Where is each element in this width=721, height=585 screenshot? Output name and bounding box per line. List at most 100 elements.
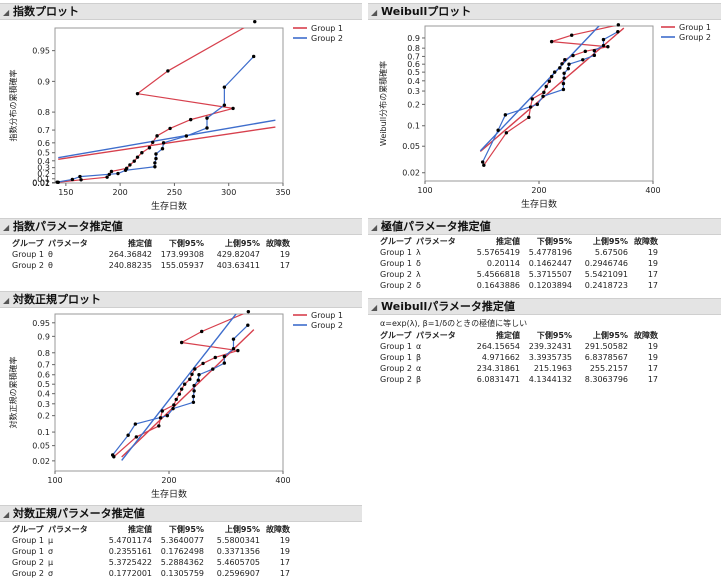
x-tick-label: 250 (167, 188, 182, 197)
y-axis-title: 対数正規の累積確率 (8, 357, 18, 429)
data-point (616, 30, 620, 34)
table-cell: 0.1305759 (160, 569, 204, 578)
data-point (160, 147, 165, 151)
disclosure-triangle-icon[interactable]: ◢ (3, 223, 10, 232)
column-header: 推定値 (128, 525, 152, 534)
table-cell: 0.2418723 (584, 281, 628, 290)
data-point (132, 159, 136, 163)
lognorm-plot-header[interactable]: ◢ 対数正規プロット (0, 291, 362, 308)
table-cell: 429.82047 (216, 250, 260, 259)
table-cell: 17 (647, 270, 658, 279)
table-cell: 17 (647, 281, 658, 290)
disclosure-triangle-icon[interactable]: ◢ (371, 223, 378, 232)
weibull-params-header[interactable]: ◢ Weibullパラメータ推定値 (368, 298, 721, 315)
table-cell: 17 (279, 558, 290, 567)
disclosure-triangle-icon[interactable]: ◢ (3, 8, 10, 17)
column-header: パラメータ (416, 237, 456, 246)
data-point (161, 141, 166, 145)
table-row: Group 2 δ 0.1643886 0.1203894 0.2418723 17 (378, 280, 660, 291)
data-point (222, 103, 227, 107)
extreme-params-header[interactable]: ◢ 極値パラメータ推定値 (368, 218, 721, 235)
legend-item-group2[interactable]: Group 2 (661, 33, 711, 42)
data-point (189, 117, 193, 122)
data-point (606, 45, 610, 49)
data-point (561, 87, 566, 92)
column-header: 推定値 (128, 239, 152, 248)
table-cell: 403.63411 (216, 261, 260, 270)
legend-item-group1[interactable]: Group 1 (661, 23, 711, 32)
data-point (205, 126, 209, 130)
y-tick-label: 0.8 (37, 108, 50, 117)
x-tick-label: 200 (531, 186, 546, 195)
table-cell: λ (416, 270, 421, 279)
data-point (567, 62, 571, 66)
table-cell: 8.3063796 (584, 375, 628, 384)
data-point (134, 435, 139, 439)
column-header: 上側95% (224, 525, 260, 534)
x-tick-label: 100 (47, 476, 62, 485)
data-point (503, 113, 508, 117)
table-cell: 5.4701174 (108, 536, 152, 545)
disclosure-triangle-icon[interactable]: ◢ (371, 8, 378, 17)
table-cell: 5.2884362 (160, 558, 204, 567)
data-point (190, 372, 194, 376)
y-tick-label: 0.4 (407, 77, 420, 86)
exp-plot-header[interactable]: ◢ 指数プロット (0, 3, 362, 20)
disclosure-triangle-icon[interactable]: ◢ (3, 296, 10, 305)
table-cell: 0.2355161 (108, 547, 152, 556)
weibull-note: α=exp(λ), β=1/δのときの極値に等しい (380, 319, 528, 328)
legend-item-group2[interactable]: Group 2 (293, 34, 343, 43)
data-point (541, 94, 545, 98)
table-cell: 255.2157 (589, 364, 628, 373)
y-tick-label: 0.3 (37, 164, 50, 173)
table-cell: 5.67506 (594, 248, 628, 257)
data-point (192, 383, 196, 388)
table-cell: 6.0831471 (476, 375, 520, 384)
disclosure-triangle-icon[interactable]: ◢ (3, 510, 10, 519)
data-point (107, 172, 111, 177)
legend-item-group1[interactable]: Group 1 (293, 24, 343, 33)
data-point (570, 33, 574, 37)
disclosure-triangle-icon[interactable]: ◢ (371, 303, 378, 312)
fit-line (121, 314, 237, 461)
column-header: パラメータ (48, 525, 88, 534)
y-tick-label: 0.5 (37, 149, 50, 158)
lognorm-params-header[interactable]: ◢ 対数正規パラメータ推定値 (0, 505, 362, 522)
x-tick-label: 200 (161, 476, 176, 485)
weibull-params-table: グループ パラメータ 推定値 下側95% 上側95% 故障数 Group 1 α 264.156… (378, 330, 660, 385)
legend-item-group1[interactable]: Group 1 (293, 311, 343, 320)
data-point (211, 367, 215, 371)
table-cell: δ (416, 259, 421, 268)
legend-label: Group 2 (311, 321, 343, 330)
data-point (174, 397, 178, 402)
table-cell: α (416, 342, 422, 351)
exp-params-header[interactable]: ◢ 指数パラメータ推定値 (0, 218, 362, 235)
data-point (172, 403, 176, 407)
data-point (542, 90, 546, 95)
data-point (79, 178, 83, 182)
table-cell: 264.15654 (476, 342, 520, 351)
legend-item-group2[interactable]: Group 2 (293, 321, 343, 330)
data-point (566, 66, 570, 71)
column-header: グループ (380, 237, 412, 246)
y-tick-label: 0.4 (37, 157, 50, 166)
x-tick-label: 400 (645, 186, 660, 195)
table-cell: 4.971662 (481, 353, 520, 362)
data-point (160, 409, 164, 413)
data-point (196, 378, 200, 382)
table-cell: 5.5765419 (476, 248, 520, 257)
y-tick-label: 0.7 (37, 361, 50, 370)
table-cell: Group 2 (12, 261, 44, 270)
table-cell: 19 (647, 248, 658, 257)
table-cell: Group 2 (12, 558, 44, 567)
exp-params-table: グループ パラメータ 推定値 下側95% 上側95% 故障数 Group 1 θ 264.368… (10, 238, 292, 271)
data-point (188, 377, 192, 381)
data-point (157, 424, 161, 428)
data-point (158, 416, 163, 420)
weibull-plot-header[interactable]: ◢ Weibullプロット (368, 3, 721, 20)
data-point (562, 71, 566, 75)
y-tick-label: 0.8 (37, 349, 50, 358)
x-tick-label: 400 (275, 476, 290, 485)
data-point (154, 152, 158, 156)
data-point (168, 126, 172, 131)
